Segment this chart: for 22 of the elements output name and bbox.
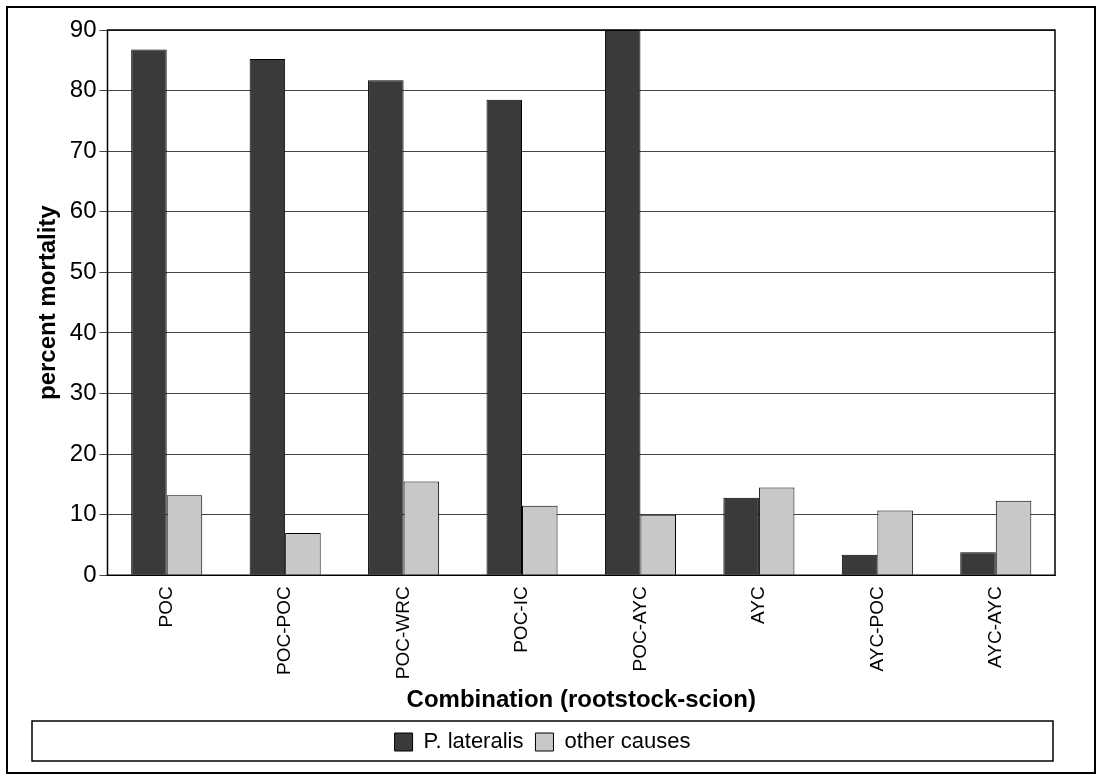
y-tick-label: 0	[83, 559, 97, 587]
x-tick-label: POC-POC	[273, 586, 295, 676]
y-tick-label: 90	[69, 14, 97, 42]
x-tick-label: POC-WRC	[391, 586, 413, 680]
y-tick-label: 40	[69, 317, 97, 345]
y-tick-label: 30	[69, 378, 97, 406]
y-tick-label: 80	[69, 75, 97, 103]
x-tick-label: POC-IC	[510, 586, 532, 653]
x-tick-label: AYC-POC	[865, 586, 887, 672]
legend-label: other causes	[564, 728, 691, 754]
x-tick-label: POC	[154, 586, 176, 628]
x-tick-label: AYC-AYC	[984, 586, 1006, 668]
x-tick-label: POC-AYC	[628, 586, 650, 672]
x-tick-label: AYC	[747, 586, 769, 624]
y-tick-label: 70	[69, 135, 97, 163]
legend-label: P. lateralis	[423, 728, 524, 754]
y-tick-label: 50	[69, 256, 97, 284]
x-axis-title: Combination (rootstock-scion)	[406, 685, 756, 713]
y-tick-label: 60	[69, 196, 97, 224]
y-axis-title: percent mortality	[33, 204, 61, 401]
y-tick-label: 10	[69, 499, 97, 527]
y-tick-label: 20	[69, 438, 97, 466]
